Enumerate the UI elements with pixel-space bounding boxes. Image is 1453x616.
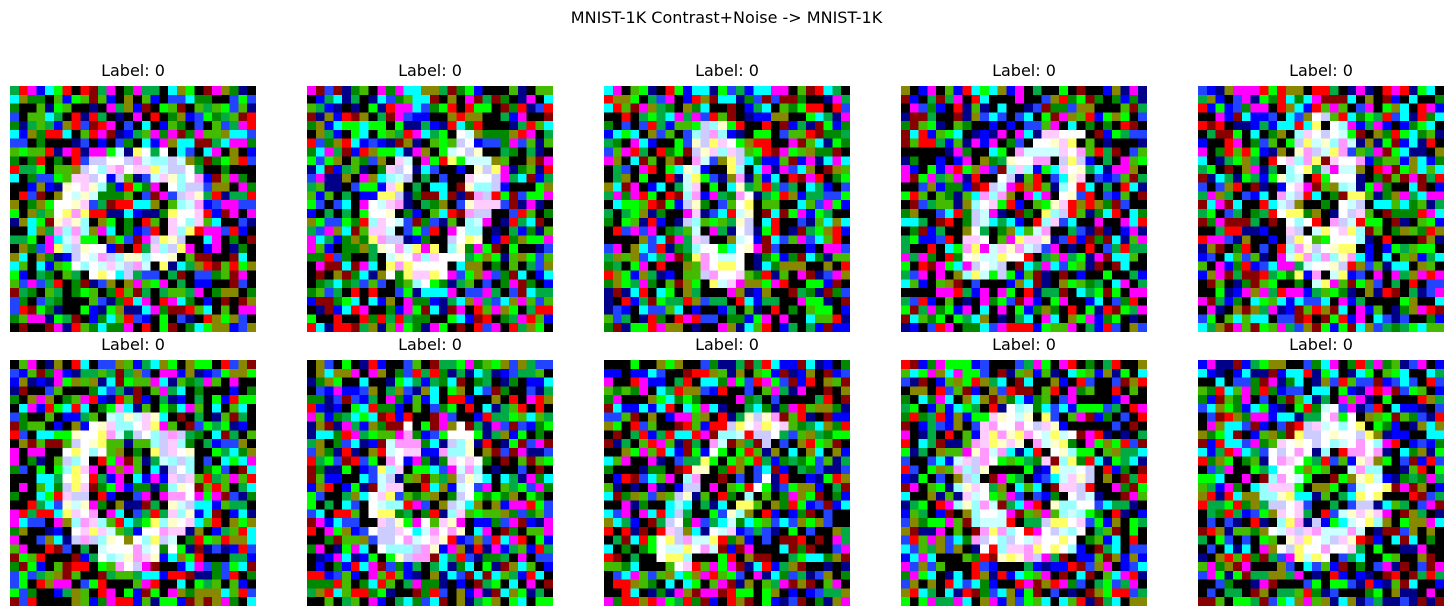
panel-label: Label: 0 — [398, 61, 462, 80]
panel-label: Label: 0 — [695, 61, 759, 80]
digit-image — [604, 360, 850, 606]
panel-label: Label: 0 — [992, 335, 1056, 354]
panel-label: Label: 0 — [1289, 61, 1353, 80]
digit-image — [10, 360, 256, 606]
figure-title: MNIST-1K Contrast+Noise -> MNIST-1K — [570, 8, 883, 27]
digit-image — [10, 86, 256, 332]
panel-label: Label: 0 — [695, 335, 759, 354]
panel-label: Label: 0 — [101, 335, 165, 354]
panel-label: Label: 0 — [1289, 335, 1353, 354]
digit-image — [307, 360, 553, 606]
panel-label: Label: 0 — [101, 61, 165, 80]
panel-label: Label: 0 — [398, 335, 462, 354]
digit-image — [604, 86, 850, 332]
digit-image — [307, 86, 553, 332]
digit-image — [901, 360, 1147, 606]
digit-image — [901, 86, 1147, 332]
digit-image — [1198, 360, 1444, 606]
panel-label: Label: 0 — [992, 61, 1056, 80]
digit-image — [1198, 86, 1444, 332]
